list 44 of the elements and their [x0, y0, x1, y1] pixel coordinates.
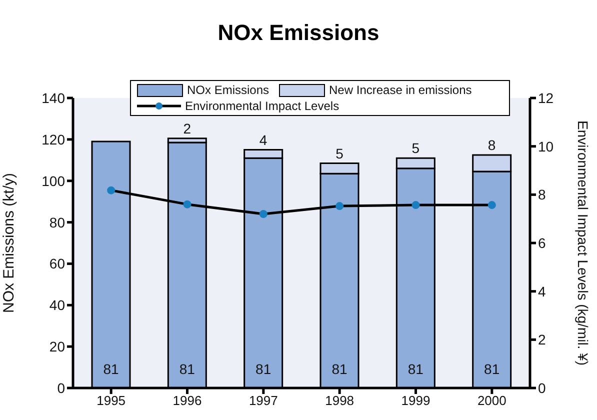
annotation: 81: [256, 361, 272, 377]
y2-tick-label: 0: [538, 380, 546, 396]
y2-tick-label: 2: [538, 332, 546, 348]
y2-tick-label: 4: [538, 283, 546, 300]
annotation: 81: [484, 361, 500, 377]
y-tick-label: 20: [49, 338, 66, 355]
legend-label: Environmental Impact Levels: [185, 99, 340, 113]
chart-title: NOx Emissions: [216, 20, 380, 46]
legend-label: NOx Emissions: [187, 83, 270, 97]
y-tick-label: 120: [42, 131, 66, 148]
annotation: 81: [179, 361, 196, 377]
annotation: 81: [332, 361, 348, 377]
y2-tick-label: 8: [538, 186, 546, 203]
point: [336, 202, 344, 210]
point: [412, 201, 420, 210]
legend-label: New Increase in emissions: [329, 83, 472, 97]
y-tick-label: 100: [42, 172, 66, 189]
point: [183, 200, 192, 208]
data-label: 2: [183, 120, 192, 136]
data-label: 5: [412, 140, 420, 156]
point: [488, 201, 496, 210]
y2-axis-title: Environmental Impact Levels (kg/mil. ¥): [575, 120, 592, 366]
annotation: 81: [103, 361, 119, 377]
y-tick-label: 80: [49, 214, 66, 230]
y-tick-label: 0: [57, 380, 66, 396]
point: [107, 186, 116, 194]
x-tick-label: 1999: [401, 393, 430, 408]
data-label: 4: [259, 132, 268, 148]
data-label: 5: [336, 145, 344, 162]
point: [259, 210, 268, 218]
x-tick-label: 1995: [96, 393, 126, 408]
y-tick-label: 140: [42, 90, 66, 106]
y2-tick-label: 10: [538, 138, 554, 154]
x-tick-label: 1997: [248, 393, 278, 408]
x-tick-label: 1998: [325, 393, 354, 408]
x-tick-label: 2000: [477, 393, 506, 408]
y-axis-title: NOx Emissions (kt/y): [0, 172, 18, 314]
data-label: 8: [488, 136, 496, 153]
annotation: 81: [408, 361, 424, 377]
x-tick-label: 1996: [172, 393, 202, 408]
y2-tick-label: 12: [538, 90, 554, 106]
y-tick-label: 60: [49, 256, 66, 272]
y2-tick-label: 6: [538, 234, 546, 251]
y-tick-label: 40: [49, 297, 66, 314]
